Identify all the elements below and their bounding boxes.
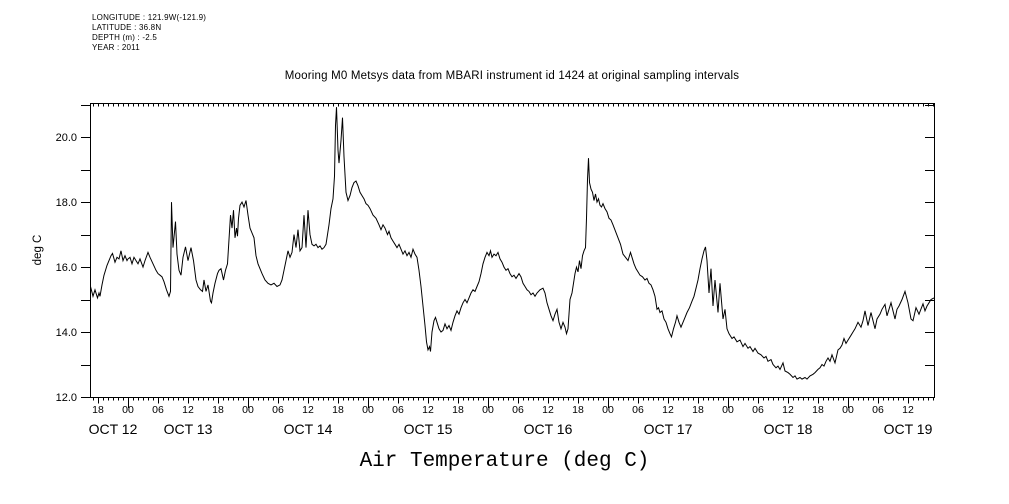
x-tick-label: 12 bbox=[422, 404, 434, 416]
x-tick-label: 12 bbox=[662, 404, 674, 416]
plot-frame bbox=[90, 103, 935, 398]
date-label: OCT 14 bbox=[284, 421, 333, 437]
y-axis-title: deg C bbox=[32, 234, 44, 266]
x-tick-label: 06 bbox=[392, 404, 404, 416]
depth-label: DEPTH (m) : -2.5 bbox=[92, 33, 157, 42]
x-tick-label: 06 bbox=[872, 404, 884, 416]
date-label: OCT 19 bbox=[884, 421, 933, 437]
chart-title: Mooring M0 Metsys data from MBARI instru… bbox=[284, 70, 740, 82]
longitude-label: LONGITUDE : 121.9W(-121.9) bbox=[92, 13, 207, 22]
x-tick-label: 00 bbox=[602, 404, 614, 416]
year-label: YEAR : 2011 bbox=[92, 43, 140, 52]
x-tick-label: 12 bbox=[542, 404, 554, 416]
x-tick-label: 00 bbox=[842, 404, 854, 416]
x-tick-label: 06 bbox=[632, 404, 644, 416]
x-tick-label: 18 bbox=[332, 404, 344, 416]
x-tick-label: 00 bbox=[722, 404, 734, 416]
x-tick-label: 00 bbox=[482, 404, 494, 416]
date-label: OCT 18 bbox=[764, 421, 813, 437]
date-label: OCT 17 bbox=[644, 421, 693, 437]
x-tick-label: 06 bbox=[272, 404, 284, 416]
x-tick-label: 18 bbox=[692, 404, 704, 416]
date-label: OCT 16 bbox=[524, 421, 573, 437]
y-tick-label: 20.0 bbox=[56, 132, 77, 144]
x-tick-label: 18 bbox=[812, 404, 824, 416]
station-info: LONGITUDE : 121.9W(-121.9) LATITUDE : 36… bbox=[92, 13, 206, 53]
x-tick-label: 18 bbox=[92, 404, 104, 416]
y-tick-label: 12.0 bbox=[56, 392, 77, 404]
x-tick-label: 06 bbox=[152, 404, 164, 416]
x-tick-label: 12 bbox=[782, 404, 794, 416]
x-tick-label: 06 bbox=[512, 404, 524, 416]
date-label: OCT 12 bbox=[89, 421, 138, 437]
latitude-label: LATITUDE : 36.8N bbox=[92, 23, 162, 32]
date-label: OCT 13 bbox=[164, 421, 213, 437]
x-axis-title: Air Temperature (deg C) bbox=[359, 450, 650, 473]
x-tick-label: 06 bbox=[752, 404, 764, 416]
y-tick-label: 14.0 bbox=[56, 327, 77, 339]
x-tick-label: 00 bbox=[362, 404, 374, 416]
x-tick-label: 00 bbox=[242, 404, 254, 416]
x-tick-label: 12 bbox=[302, 404, 314, 416]
y-tick-label: 18.0 bbox=[56, 197, 77, 209]
x-tick-label: 00 bbox=[122, 404, 134, 416]
x-tick-label: 18 bbox=[452, 404, 464, 416]
y-tick-label: 16.0 bbox=[56, 262, 77, 274]
date-label: OCT 15 bbox=[404, 421, 453, 437]
x-tick-label: 18 bbox=[572, 404, 584, 416]
x-tick-label: 12 bbox=[182, 404, 194, 416]
x-tick-label: 12 bbox=[902, 404, 914, 416]
temperature-series-line bbox=[90, 107, 935, 380]
x-tick-label: 18 bbox=[212, 404, 224, 416]
